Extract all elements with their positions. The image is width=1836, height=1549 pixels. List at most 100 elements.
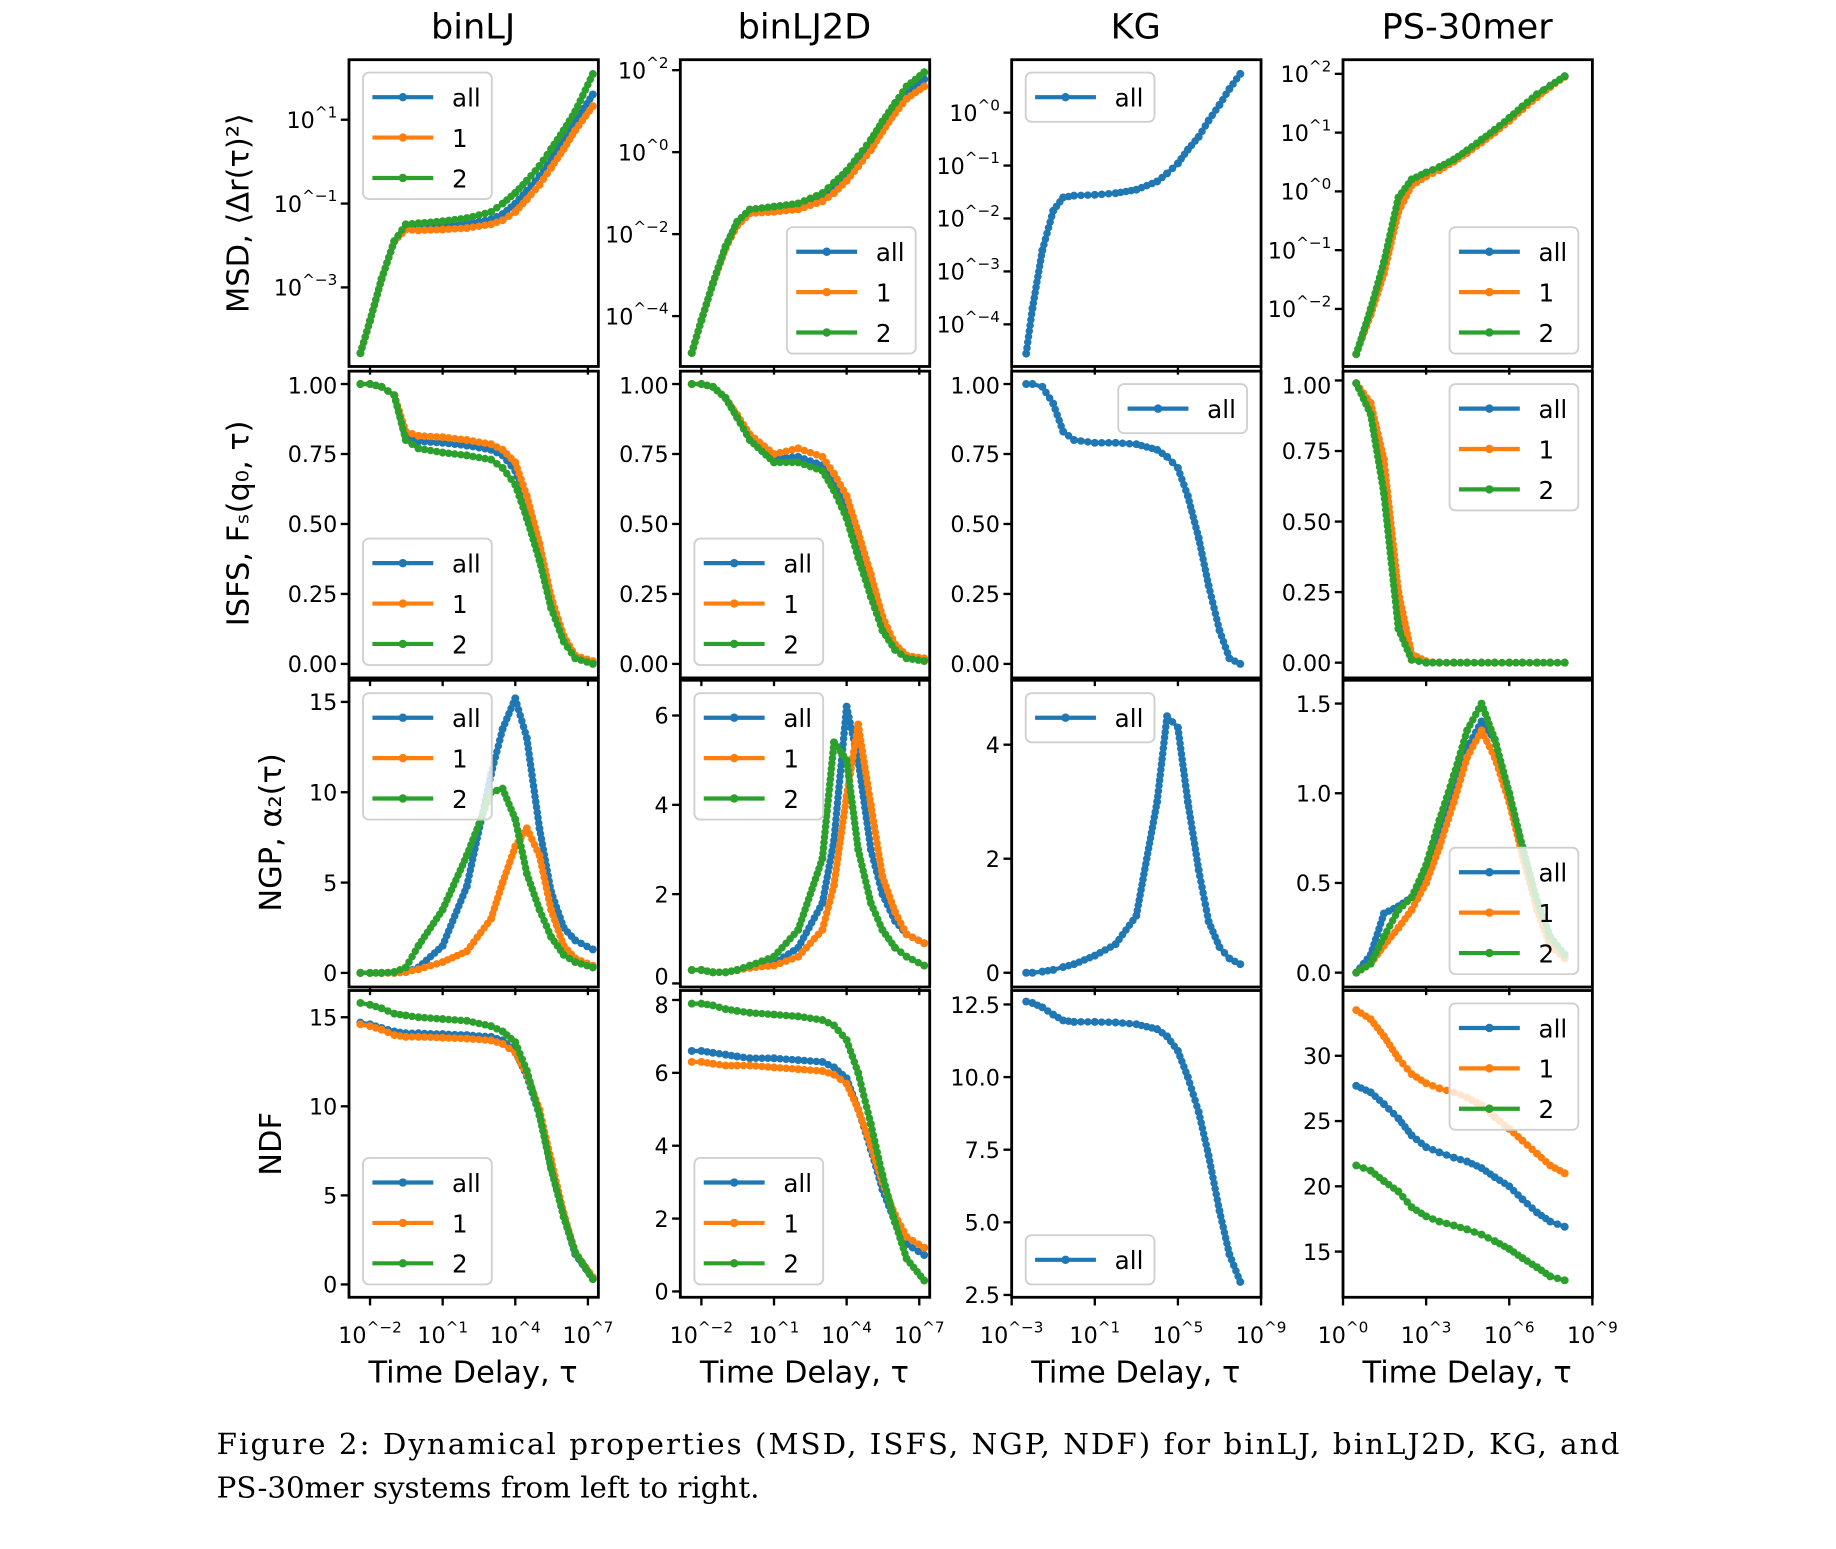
data-point [1560, 1276, 1569, 1285]
marker [764, 962, 772, 970]
legend-label: all [876, 238, 905, 267]
y-tick-label: 2 [986, 847, 1000, 873]
data-point [854, 152, 863, 161]
data-point [356, 1020, 365, 1029]
marker [800, 197, 809, 205]
marker [469, 212, 477, 221]
marker [806, 1066, 815, 1074]
legend-entry: 1 [1458, 278, 1554, 307]
marker [788, 453, 796, 461]
series-all [1352, 1081, 1569, 1231]
marker [764, 955, 772, 963]
legend-entry: 1 [703, 744, 799, 773]
marker [788, 1012, 796, 1020]
marker [867, 806, 876, 815]
marker [897, 650, 905, 658]
marker [1211, 609, 1220, 618]
y-tick-label: 10 [309, 780, 337, 806]
data-point [356, 968, 365, 977]
marker [788, 1065, 796, 1073]
row-labels: MSD, ⟨Δr(τ)²⟩ ISFS, Fₛ(q₀, τ) NGP, α₂(τ)… [221, 113, 289, 1176]
marker [1097, 1018, 1106, 1026]
data-point [721, 1050, 730, 1059]
legend-entry: 2 [372, 785, 468, 814]
legend-label: 2 [783, 1250, 799, 1279]
axes-frame [1341, 58, 1594, 368]
y-tick-label: 4 [654, 793, 668, 819]
marker [758, 1054, 766, 1063]
data-point [902, 930, 911, 939]
marker [1390, 581, 1398, 590]
axes-frame [1010, 989, 1263, 1299]
marker [908, 1243, 917, 1252]
marker [782, 957, 790, 965]
data-point [588, 945, 597, 954]
data-point [535, 161, 544, 170]
marker [752, 1062, 760, 1070]
legend-entry: 2 [796, 319, 891, 348]
legend-entry: all [703, 550, 812, 579]
plot-area [1022, 997, 1245, 1286]
marker [727, 1061, 736, 1070]
marker [481, 221, 489, 229]
marker [782, 458, 790, 467]
legend-marker-icon [1061, 713, 1070, 722]
series-all [1022, 380, 1245, 668]
marker [715, 1049, 724, 1058]
marker [457, 224, 465, 233]
marker [872, 1142, 880, 1151]
marker [812, 459, 821, 467]
data-point [721, 1061, 730, 1070]
marker [565, 954, 574, 963]
legend-marker-icon [1485, 328, 1494, 337]
marker [516, 711, 524, 720]
data-point [902, 1232, 911, 1241]
y-tick-label: 1.00 [619, 373, 669, 399]
y-tick-label: 2.5 [965, 1283, 1000, 1309]
marker [1399, 1059, 1407, 1068]
y-tick-label: 0.00 [1282, 651, 1332, 677]
data-point [414, 444, 423, 453]
marker [1484, 1234, 1492, 1242]
data-point [1546, 658, 1555, 667]
data-point [366, 1000, 375, 1009]
data-point [687, 999, 696, 1008]
data-point [708, 1001, 717, 1010]
legend-label: 2 [876, 319, 892, 348]
marker [812, 1015, 821, 1023]
series-type-2 [687, 999, 929, 1285]
y-tick-label: 0.75 [950, 442, 1000, 468]
data-point [356, 380, 365, 389]
legend-entry: all [703, 1169, 812, 1198]
data-point [745, 1008, 754, 1017]
marker [1553, 658, 1562, 667]
y-tick-label: 5 [323, 1184, 337, 1210]
marker [518, 717, 526, 725]
data-point [1394, 1054, 1403, 1063]
y-tick-label: 0.00 [950, 652, 1000, 678]
data-point [1560, 1222, 1569, 1231]
marker [426, 226, 435, 234]
data-point [1505, 658, 1514, 667]
marker [1097, 190, 1106, 199]
marker [1199, 889, 1207, 897]
data-point [1394, 1187, 1403, 1196]
marker [1118, 1019, 1127, 1027]
data-point [1560, 658, 1569, 667]
legend-label: 1 [452, 1209, 468, 1238]
marker [758, 1009, 766, 1018]
marker [384, 1028, 392, 1037]
marker [824, 1019, 832, 1027]
marker [451, 1034, 459, 1042]
marker [1388, 570, 1397, 579]
legend-label: all [783, 704, 812, 733]
marker [432, 433, 441, 441]
marker [782, 1064, 790, 1073]
marker [1388, 565, 1396, 573]
marker [1389, 1109, 1398, 1118]
marker [505, 1044, 513, 1053]
axes-frame [347, 678, 600, 989]
marker [812, 199, 821, 208]
data-point [377, 1004, 386, 1013]
